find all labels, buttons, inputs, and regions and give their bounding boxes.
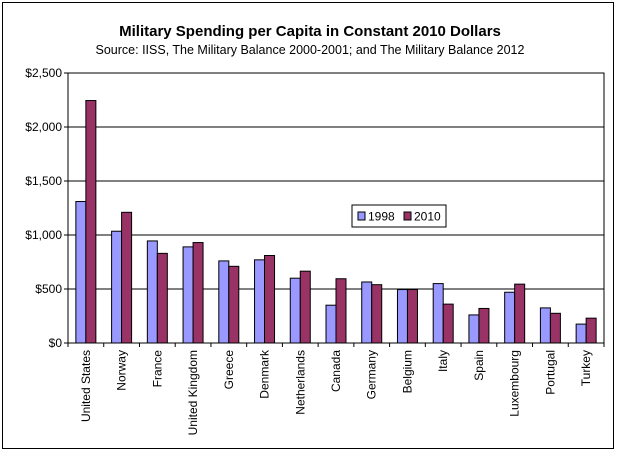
bar-2010 — [442, 303, 454, 344]
y-tick-label: $1,000 — [25, 228, 62, 242]
legend-label-1998: 1998 — [368, 210, 395, 224]
bar-2010 — [549, 312, 561, 344]
x-tick-label: Greece — [222, 350, 236, 390]
bar-1998 — [75, 201, 87, 344]
x-tick-label: France — [150, 350, 164, 388]
bar-2010 — [406, 289, 418, 344]
bar-1998 — [111, 230, 123, 344]
bar-1998 — [539, 307, 551, 344]
x-tick-label: Portugal — [543, 350, 557, 395]
bar-2010 — [371, 284, 383, 344]
bar-2010 — [85, 100, 97, 344]
x-tick-label: Spain — [472, 350, 486, 381]
bar-1998 — [396, 289, 408, 344]
bar-1998 — [468, 314, 480, 344]
plot-border — [67, 72, 605, 344]
x-tick-label: Canada — [329, 350, 343, 392]
x-tick-label: Netherlands — [293, 350, 307, 415]
bar-2010 — [121, 211, 133, 344]
bar-2010 — [192, 242, 204, 344]
bar-1998 — [218, 260, 230, 344]
y-tick-label: $500 — [35, 282, 62, 296]
x-tick-label: United Kingdom — [186, 350, 200, 435]
bar-1998 — [432, 283, 444, 344]
legend-swatch-2010 — [403, 211, 412, 221]
bar-1998 — [182, 246, 194, 344]
y-tick-label: $2,000 — [25, 120, 62, 134]
legend-label-2010: 2010 — [414, 210, 441, 224]
bar-2010 — [478, 307, 490, 344]
x-tick-label: Belgium — [400, 350, 414, 393]
legend-swatch-1998 — [357, 211, 366, 221]
bar-2010 — [299, 270, 311, 344]
x-tick-label: Luxembourg — [508, 350, 522, 417]
x-tick-label: United States — [79, 350, 93, 422]
x-tick-label: Denmark — [258, 349, 272, 399]
plot-area: $0 $500 $1,000 $1,500 $2,000 $2,500 United Sta… — [25, 66, 605, 435]
y-tick-label: $2,500 — [25, 66, 62, 80]
x-tick-label: Turkey — [579, 350, 593, 386]
chart-title: Military Spending per Capita in Constant… — [119, 23, 501, 40]
bar-2010 — [228, 265, 240, 344]
legend-box — [351, 204, 447, 228]
bar-2010 — [264, 255, 276, 344]
chart-subtitle: Source: IISS, The Military Balance 2000-… — [96, 43, 525, 57]
bar-1998 — [504, 291, 516, 344]
bar-1998 — [361, 281, 373, 344]
y-tick-label: $1,500 — [25, 174, 62, 188]
bar-1998 — [289, 277, 301, 344]
x-tick-label: Germany — [365, 350, 379, 399]
y-tick-label: $0 — [49, 336, 63, 350]
x-tick-label: Italy — [436, 350, 450, 372]
bar-1998 — [254, 259, 266, 344]
bar-1998 — [575, 323, 587, 344]
bar-2010 — [514, 283, 526, 344]
bar-2010 — [335, 278, 347, 344]
bar-2010 — [156, 252, 168, 344]
x-tick-label: Norway — [115, 350, 129, 391]
bar-1998 — [146, 240, 158, 344]
bar-1998 — [325, 304, 337, 344]
bar-2010 — [585, 317, 597, 344]
